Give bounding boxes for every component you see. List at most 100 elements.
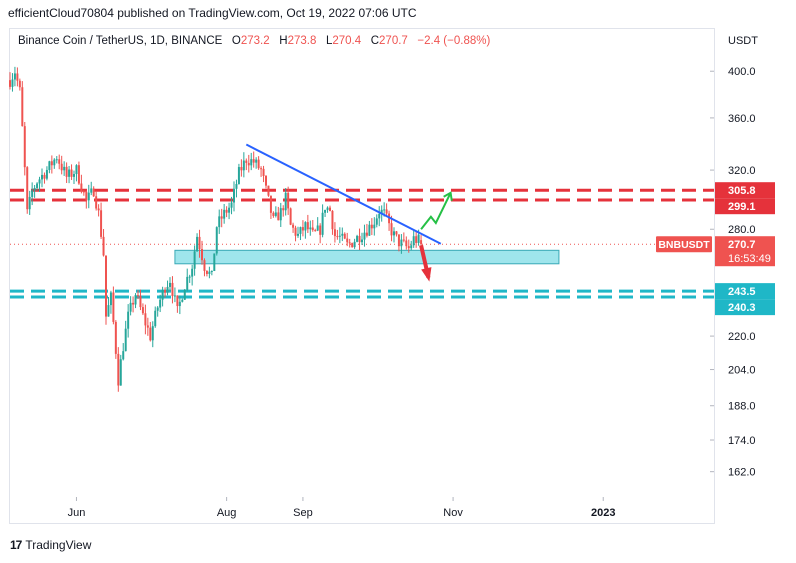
candle-body [43, 174, 46, 179]
price-tick-label: 320.0 [728, 165, 756, 177]
candle-body [373, 224, 376, 229]
candle-body [82, 191, 85, 193]
candle-body [326, 207, 329, 210]
candle-body [397, 234, 400, 247]
date-tick-label: Jun [68, 507, 86, 519]
candle-body [117, 353, 120, 386]
candle-body [191, 268, 194, 277]
candle-body [242, 160, 245, 171]
candle-body [361, 239, 363, 243]
candle-body [11, 79, 14, 87]
candle-body [149, 327, 152, 341]
candle-body [301, 227, 304, 231]
date-tick-label: Aug [217, 507, 237, 519]
chart-pane[interactable] [9, 28, 715, 524]
candle-body [210, 270, 213, 272]
price-tick-label: 162.0 [728, 467, 756, 479]
candle-body [380, 209, 383, 214]
candle-body [324, 209, 327, 213]
candle-body [85, 191, 88, 201]
candle-body [188, 276, 191, 278]
candle-body [400, 239, 403, 247]
candle-body [102, 236, 105, 256]
candle-body [50, 161, 53, 166]
candle-body [124, 328, 127, 352]
candle-body [279, 208, 282, 221]
date-tick-label: Nov [443, 507, 463, 519]
tradingview-footer[interactable]: 17 TradingView [10, 538, 91, 552]
candle-body [245, 160, 248, 163]
candle-body [176, 295, 179, 307]
legend-close-value: 270.7 [379, 35, 408, 47]
price-tick-label: 174.0 [728, 435, 756, 447]
candle-body [166, 286, 169, 293]
candle-body [193, 251, 196, 269]
legend-high-label: H [279, 35, 288, 47]
symbol-tag-box [656, 236, 712, 253]
candle-body [23, 126, 26, 168]
candle-body [402, 239, 405, 241]
candle-body [38, 179, 41, 184]
candle-body [127, 311, 130, 329]
candle-body [378, 213, 381, 219]
candle-body [240, 167, 243, 171]
candle-body [41, 174, 43, 180]
candle-body [225, 209, 228, 213]
candle-body [311, 227, 314, 231]
candle-body [363, 232, 366, 240]
price-tick-label: 220.0 [728, 331, 756, 343]
candle-body [109, 292, 112, 306]
candle-body [353, 241, 356, 248]
candle-body [186, 276, 189, 290]
candle-body [18, 80, 21, 88]
candle-body [282, 208, 285, 211]
candle-body [228, 207, 231, 213]
candle-body [395, 231, 398, 235]
candle-body [146, 325, 149, 328]
candle-body [31, 190, 34, 197]
price-label-box [715, 236, 775, 267]
candle-body [80, 183, 83, 192]
candle-body [314, 230, 317, 232]
candle-body [370, 224, 373, 229]
candle-body [100, 210, 103, 237]
price-label-box [715, 198, 775, 215]
candle-body [368, 224, 371, 236]
candle-body [321, 212, 324, 235]
candle-body [156, 307, 159, 311]
candle-body [213, 253, 216, 271]
candle-body [112, 292, 115, 322]
candle-body [181, 299, 184, 302]
price-label-box [715, 299, 775, 316]
candle-body [333, 229, 336, 237]
candle-body [114, 321, 117, 354]
legend-change: −2.4 (−0.88%) [417, 35, 491, 47]
candle-body [365, 232, 368, 236]
candle-body [141, 307, 144, 314]
candle-body [16, 73, 19, 81]
candle-body [292, 224, 295, 228]
candle-body [144, 313, 147, 326]
candle-body [343, 233, 346, 239]
candle-body [233, 188, 235, 203]
price-label-value: 270.7 [728, 239, 756, 251]
candle-body [309, 227, 312, 230]
candle-body [405, 240, 408, 247]
candle-body [97, 208, 100, 211]
candle-body [70, 169, 73, 177]
candle-body [390, 223, 393, 236]
price-label-value: 299.1 [728, 201, 756, 213]
candle-body [267, 185, 270, 196]
candle-body [132, 302, 135, 305]
candle-body [297, 233, 299, 236]
candle-body [319, 225, 322, 235]
candle-body [196, 236, 199, 252]
candle-body [173, 295, 176, 297]
candle-body [171, 282, 174, 297]
candle-body [284, 192, 287, 211]
candle-body [257, 159, 260, 169]
candle-body [331, 210, 334, 230]
candle-body [294, 227, 297, 236]
candle-body [274, 212, 277, 216]
descending-trendline [245, 143, 442, 245]
